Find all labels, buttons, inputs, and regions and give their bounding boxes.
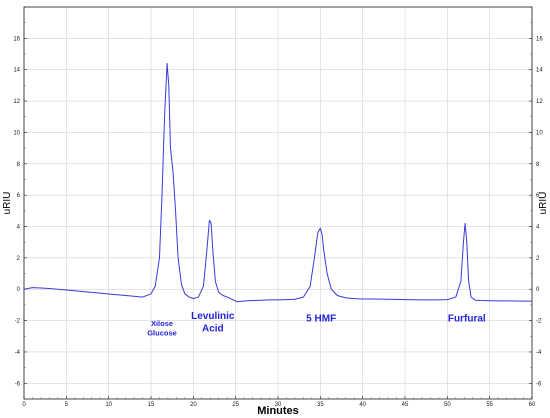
x-tick-label: 40 <box>359 402 366 408</box>
peak-label: Furfural <box>448 313 486 324</box>
grid-lines <box>23 7 533 399</box>
peak-label: Levulinic <box>191 311 235 322</box>
y-tick-label-left: 16 <box>13 36 20 42</box>
x-tick-label: 5 <box>65 402 69 408</box>
y-tick-label-right: 8 <box>536 162 540 168</box>
x-axis-title: Minutes <box>257 405 299 417</box>
y-tick-label-right: -4 <box>536 350 542 356</box>
peak-label: Glucose <box>147 329 177 338</box>
y-tick-label-left: -6 <box>15 381 21 387</box>
y-tick-label-left: -4 <box>15 350 21 356</box>
peak-label: 5 HMF <box>306 313 336 324</box>
x-tick-label: 15 <box>148 402 155 408</box>
x-tick-label: 30 <box>275 402 282 408</box>
y-tick-label-right: 16 <box>536 36 543 42</box>
y-tick-label-right: 12 <box>536 99 543 105</box>
y-tick-label-left: 10 <box>13 130 20 136</box>
y-tick-label-right: 6 <box>536 193 540 199</box>
peak-label: Xilose <box>151 319 173 328</box>
y-tick-label-left: 14 <box>13 68 20 74</box>
x-tick-label: 55 <box>486 402 493 408</box>
axis-ticks: 0 5 10 15 20 25 30 35 40 45 50 55 60 -6 -6 -4 -4 -2 -2 0 0 2 2… <box>13 6 543 408</box>
y-tick-label-right: 0 <box>536 287 540 293</box>
x-tick-label: 50 <box>444 402 451 408</box>
y-tick-label-right: 2 <box>536 256 540 262</box>
y-tick-label-left: 6 <box>17 193 21 199</box>
peak-label: Acid <box>202 324 224 335</box>
y-tick-label-left: 4 <box>17 225 21 231</box>
chromatogram-trace <box>23 62 532 303</box>
x-tick-label: 0 <box>22 402 26 408</box>
y-axis-title-left: uRIU <box>2 192 13 215</box>
y-axis-title-right: uRIU <box>538 192 549 215</box>
y-tick-label-right: -6 <box>536 381 542 387</box>
y-tick-label-right: 14 <box>536 68 543 74</box>
y-tick-label-left: -2 <box>15 319 21 325</box>
y-tick-label-right: 10 <box>536 130 543 136</box>
x-tick-label: 20 <box>190 402 197 408</box>
x-tick-label: 60 <box>529 402 536 408</box>
y-tick-label-left: 8 <box>17 162 21 168</box>
y-tick-label-left: 0 <box>17 287 21 293</box>
x-tick-label: 45 <box>402 402 409 408</box>
y-tick-label-right: -2 <box>536 319 542 325</box>
y-tick-label-right: 4 <box>536 225 540 231</box>
x-tick-label: 25 <box>232 402 239 408</box>
x-tick-label: 10 <box>105 402 112 408</box>
y-tick-label-left: 12 <box>13 99 20 105</box>
y-tick-label-left: 2 <box>17 256 21 262</box>
x-tick-label: 35 <box>317 402 324 408</box>
